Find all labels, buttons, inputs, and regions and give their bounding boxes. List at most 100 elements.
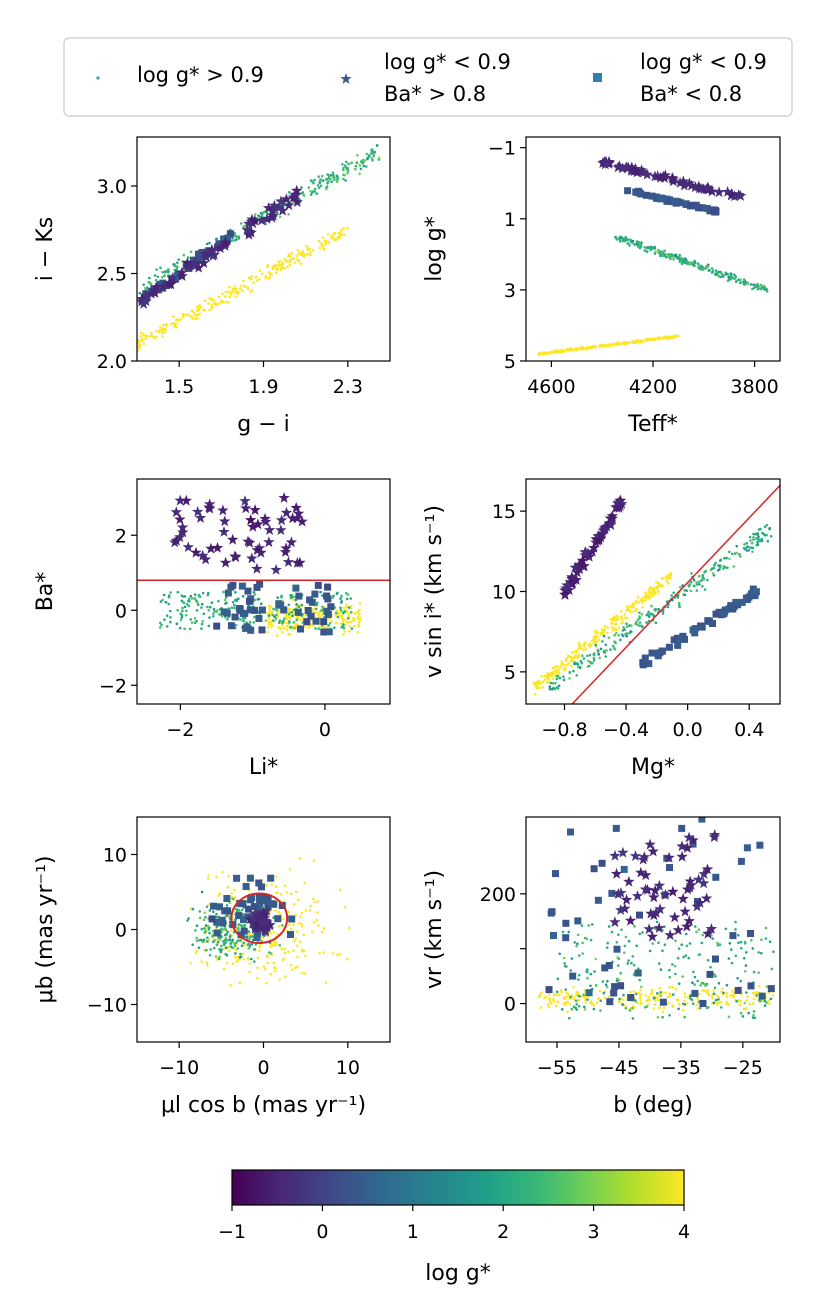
point-giant_sequence xyxy=(333,176,336,179)
point-giant_sequence xyxy=(281,924,284,927)
point-giant_sequence xyxy=(763,287,766,290)
point-giant_sequence xyxy=(196,601,199,604)
point-dwarf_sequence xyxy=(299,262,303,266)
point-dwarf_sequence xyxy=(322,951,326,954)
point-ba-star xyxy=(597,157,609,168)
point-giant_sequence xyxy=(163,618,166,621)
point-giant_sequence xyxy=(586,976,589,980)
point-dwarf_sequence xyxy=(322,248,326,251)
point-giant_sequence xyxy=(601,980,605,983)
point-dwarf_sequence xyxy=(210,306,214,310)
point-low-ba-giant xyxy=(691,625,699,633)
point-ba-star xyxy=(291,184,303,196)
point-giant_sequence xyxy=(223,598,227,602)
point-giant_sequence xyxy=(611,644,615,648)
point-dwarf_sequence xyxy=(301,250,305,253)
point-giant_sequence xyxy=(632,963,636,967)
point-giant_sequence xyxy=(578,954,581,957)
point-giant_sequence xyxy=(253,948,257,951)
point-giant_sequence xyxy=(615,940,619,944)
point-giant_sequence xyxy=(206,936,209,939)
point-dwarf_sequence xyxy=(270,883,274,886)
point-dwarf_sequence xyxy=(651,589,655,593)
point-giant_sequence xyxy=(197,946,201,949)
point-dwarf_sequence xyxy=(291,598,295,601)
point-giant_sequence xyxy=(727,275,731,279)
y-axis-label: v sin i* (km s⁻¹) xyxy=(422,505,447,678)
point-giant_sequence xyxy=(585,654,589,658)
point-ba-star xyxy=(629,850,642,861)
point-giant_sequence xyxy=(592,653,596,656)
point-giant_sequence xyxy=(355,161,359,164)
point-giant_sequence xyxy=(214,955,218,958)
y-axis-label: i − Ks xyxy=(33,217,58,281)
point-dwarf_sequence xyxy=(260,936,264,940)
point-dwarf_sequence xyxy=(343,906,347,909)
point-low-ba-giant xyxy=(601,964,609,972)
point-ba-star xyxy=(294,556,306,568)
point-dwarf_sequence xyxy=(210,303,213,306)
point-giant_sequence xyxy=(586,998,589,1001)
point-low-ba-giant xyxy=(195,250,202,258)
point-dwarf_sequence xyxy=(662,1006,666,1010)
x-tick-label: −2 xyxy=(166,719,194,741)
point-dwarf_sequence xyxy=(537,679,540,683)
point-dwarf_sequence xyxy=(297,898,300,902)
point-giant_sequence xyxy=(201,591,205,595)
point-giant_sequence xyxy=(722,565,726,568)
point-giant_sequence xyxy=(734,928,737,931)
point-giant_sequence xyxy=(672,258,675,261)
point-dwarf_sequence xyxy=(615,618,618,622)
point-giant_sequence xyxy=(632,973,636,977)
point-dwarf_sequence xyxy=(341,617,345,621)
point-giant_sequence xyxy=(278,215,282,219)
point-low-ba-giant xyxy=(224,907,231,915)
point-giant_sequence xyxy=(581,952,584,955)
point-dwarf_sequence xyxy=(297,252,301,256)
point-giant_sequence xyxy=(717,564,720,567)
point-giant_sequence xyxy=(293,626,296,630)
point-dwarf_sequence xyxy=(752,997,756,1001)
point-dwarf_sequence xyxy=(338,888,342,892)
point-dwarf_sequence xyxy=(696,1007,700,1010)
point-dwarf_sequence xyxy=(563,666,566,669)
point-dwarf_sequence xyxy=(560,664,563,667)
point-ba-star xyxy=(243,536,256,548)
point-giant_sequence xyxy=(162,593,166,597)
point-dwarf_sequence xyxy=(195,949,199,953)
point-low-ba-giant xyxy=(246,874,254,882)
point-dwarf_sequence xyxy=(638,996,642,1000)
point-ba-star xyxy=(683,831,695,843)
legend-label-ba-stars-line2: Ba* > 0.8 xyxy=(384,82,486,106)
point-giant_sequence xyxy=(704,569,707,573)
y-axis-label: log g* xyxy=(422,216,447,282)
point-dwarf_sequence xyxy=(297,617,301,620)
point-dwarf_sequence xyxy=(252,281,255,284)
point-giant_sequence xyxy=(229,942,232,945)
point-giant_sequence xyxy=(631,955,635,958)
point-giant_sequence xyxy=(220,948,223,951)
point-dwarf_sequence xyxy=(548,351,551,355)
point-giant_sequence xyxy=(737,941,740,944)
point-dwarf_sequence xyxy=(275,891,278,895)
point-giant_sequence xyxy=(606,980,609,983)
point-dwarf_sequence xyxy=(222,967,226,971)
point-giant_sequence xyxy=(224,952,227,956)
point-dwarf_sequence xyxy=(667,582,670,585)
point-ba-star xyxy=(267,202,279,214)
point-dwarf_sequence xyxy=(560,660,564,663)
point-giant_sequence xyxy=(657,941,660,944)
point-dwarf_sequence xyxy=(603,624,607,628)
point-dwarf_sequence xyxy=(327,617,331,621)
point-giant_sequence xyxy=(623,944,627,948)
point-dwarf_sequence xyxy=(221,292,224,296)
point-ba-star xyxy=(283,199,295,211)
point-dwarf_sequence xyxy=(588,645,592,648)
point-dwarf_sequence xyxy=(161,327,165,330)
point-low-ba-giant xyxy=(704,617,712,625)
point-dwarf_sequence xyxy=(299,253,303,256)
point-dwarf_sequence xyxy=(552,672,555,676)
point-dwarf_sequence xyxy=(557,351,560,354)
point-low-ba-giant xyxy=(682,201,690,208)
point-giant_sequence xyxy=(238,939,242,942)
